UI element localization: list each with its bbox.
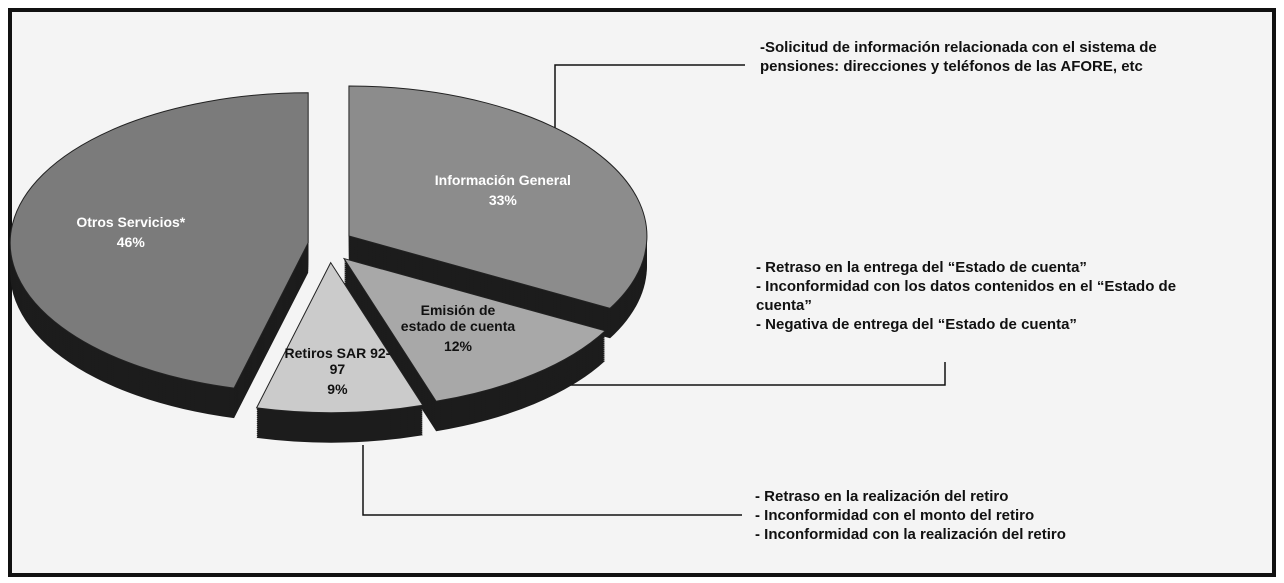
category-label: Emisión de estado de cuenta (400, 301, 516, 334)
annotation: -Solicitud de información relacionada co… (760, 39, 1157, 75)
value-label: 33% (488, 192, 517, 209)
annotation-line: - Inconformidad con el monto del retiro (755, 507, 1035, 524)
slice-label: Emisión de estado de cuenta 12% (398, 302, 518, 354)
connector (565, 362, 946, 386)
category-label: Retiros SAR 92-97 (284, 344, 391, 377)
slice (348, 85, 648, 309)
annotation-line: - Inconformidad con los datos contenidos… (756, 278, 1177, 314)
value-label: 9% (327, 380, 348, 397)
slice (342, 257, 607, 402)
annotation-line: - Retraso en la realización del retiro (755, 488, 1009, 505)
annotation: - Retraso en la realización del retiro - … (755, 487, 1185, 544)
value-label: 46% (116, 233, 145, 250)
connector (554, 64, 745, 148)
slice (255, 261, 424, 414)
slice-label: Otros Servicios* 46% (71, 214, 191, 250)
annotation: - Retraso en la entrega del “Estado de c… (756, 258, 1186, 334)
annotation-line: - Inconformidad con la realización del r… (755, 526, 1066, 543)
category-label: Información General (434, 172, 571, 189)
slice (9, 92, 309, 389)
slice-label: Retiros SAR 92-97 9% (277, 345, 397, 397)
annotation-line: - Negativa de entrega del “Estado de cue… (756, 316, 1077, 333)
annotation-line: - Retraso en la entrega del “Estado de c… (756, 259, 1087, 276)
category-label: Otros Servicios* (76, 213, 186, 230)
connector (362, 445, 742, 516)
slice-label: Información General 33% (423, 172, 583, 208)
value-label: 12% (443, 337, 472, 354)
